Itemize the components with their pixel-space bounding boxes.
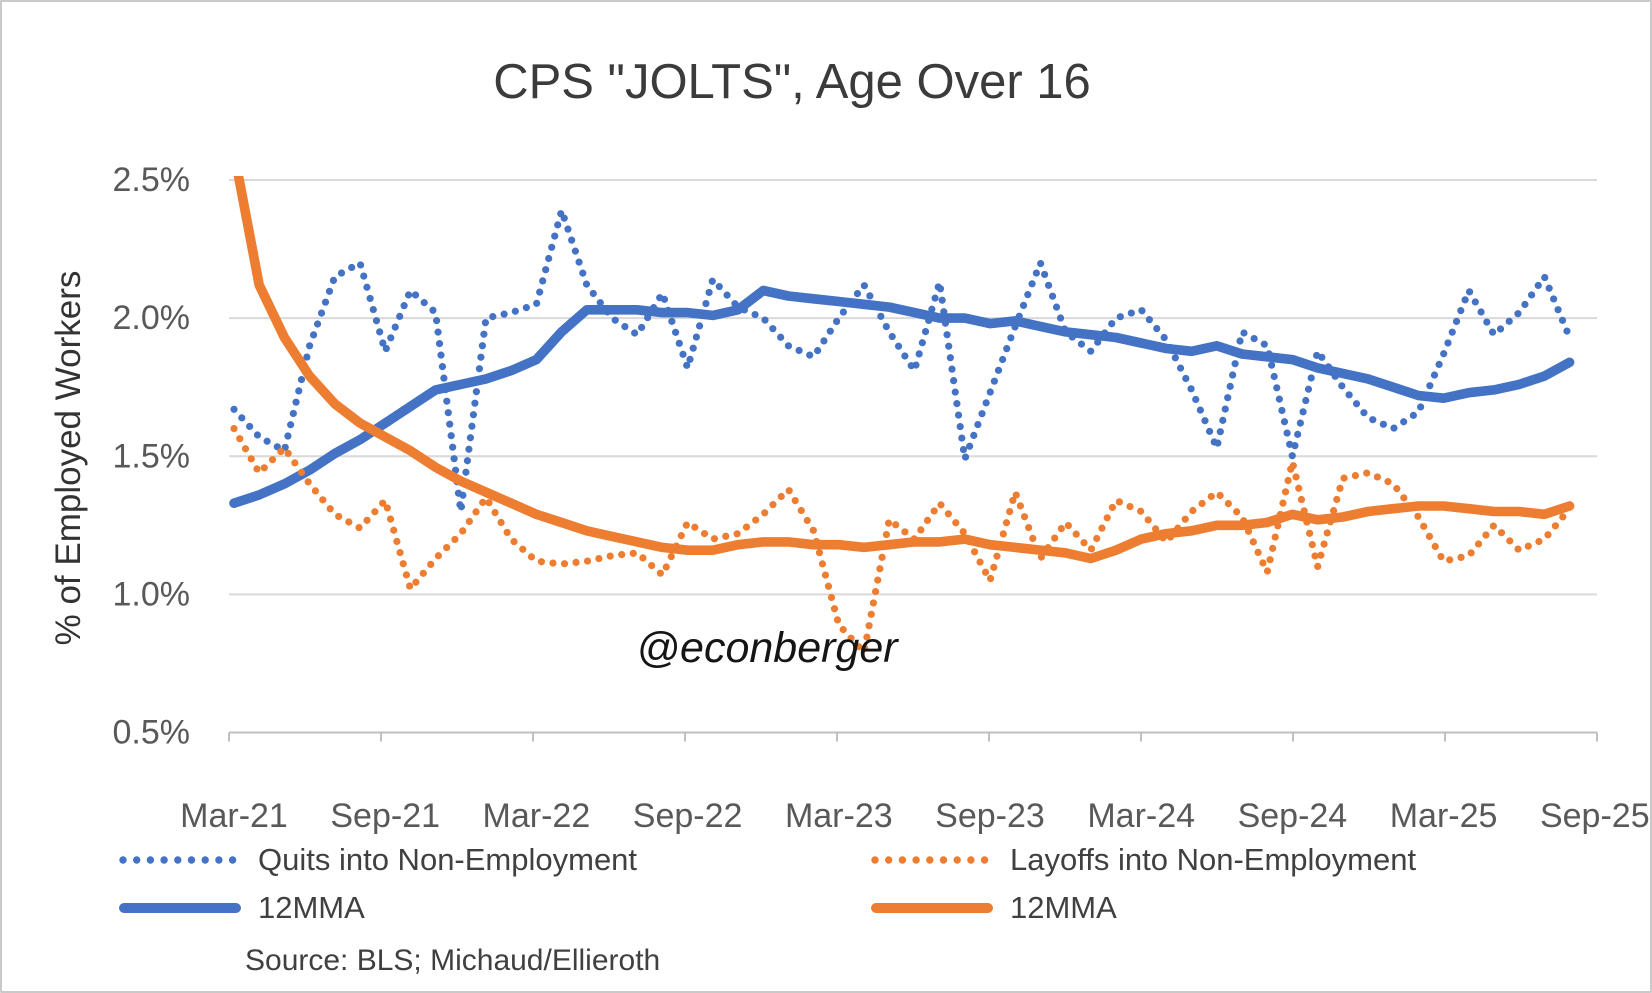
legend-label-layoffs: Layoffs into Non-Employment — [1010, 842, 1417, 877]
x-tick-label: Sep-25 — [1540, 797, 1650, 835]
watermark: @econberger — [636, 624, 898, 672]
series-layoffs — [230, 425, 1574, 657]
x-tick-label: Sep-24 — [1238, 797, 1348, 835]
legend-swatch-layoffs-solid-icon — [871, 903, 993, 913]
chart-title: CPS "JOLTS", Age Over 16 — [493, 55, 1091, 109]
legend-label-layoffs-12mma: 12MMA — [1010, 890, 1117, 925]
legend-item-layoffs: Layoffs into Non-Employment — [870, 840, 1416, 880]
y-axis-title: % of Employed Workers — [49, 270, 88, 646]
legend-swatch-layoffs-dotted-icon — [871, 856, 993, 864]
legend-item-layoffs-12mma: 12MMA — [870, 888, 1117, 928]
x-tick-label: Mar-21 — [180, 797, 288, 835]
legend-label-quits: Quits into Non-Employment — [258, 842, 638, 877]
y-tick-label: 0.5% — [113, 714, 191, 752]
series-quits-12mma — [229, 285, 1575, 509]
x-tick-label: Mar-23 — [785, 797, 893, 835]
legend-item-quits-12mma: 12MMA — [118, 888, 365, 928]
x-tick-label: Mar-24 — [1087, 797, 1195, 835]
source-note: Source: BLS; Michaud/Ellieroth — [245, 944, 661, 977]
legend-item-quits: Quits into Non-Employment — [118, 840, 637, 880]
y-tick-label: 1.5% — [113, 437, 191, 475]
x-tick-label: Sep-23 — [935, 797, 1045, 835]
legend-swatch-quits-solid-icon — [119, 903, 241, 913]
legend-label-quits-12mma: 12MMA — [258, 890, 365, 925]
x-tick-label: Sep-22 — [633, 797, 743, 835]
legend-swatch-quits-dotted-icon — [119, 856, 241, 864]
y-tick-label: 1.0% — [113, 575, 191, 613]
y-tick-label: 2.0% — [113, 299, 191, 337]
x-tick-label: Mar-22 — [483, 797, 591, 835]
x-tick-label: Mar-25 — [1390, 797, 1498, 835]
x-tick-label: Sep-21 — [330, 797, 440, 835]
y-tick-label: 2.5% — [113, 161, 191, 199]
series-layoffs-12mma — [233, 176, 1575, 564]
